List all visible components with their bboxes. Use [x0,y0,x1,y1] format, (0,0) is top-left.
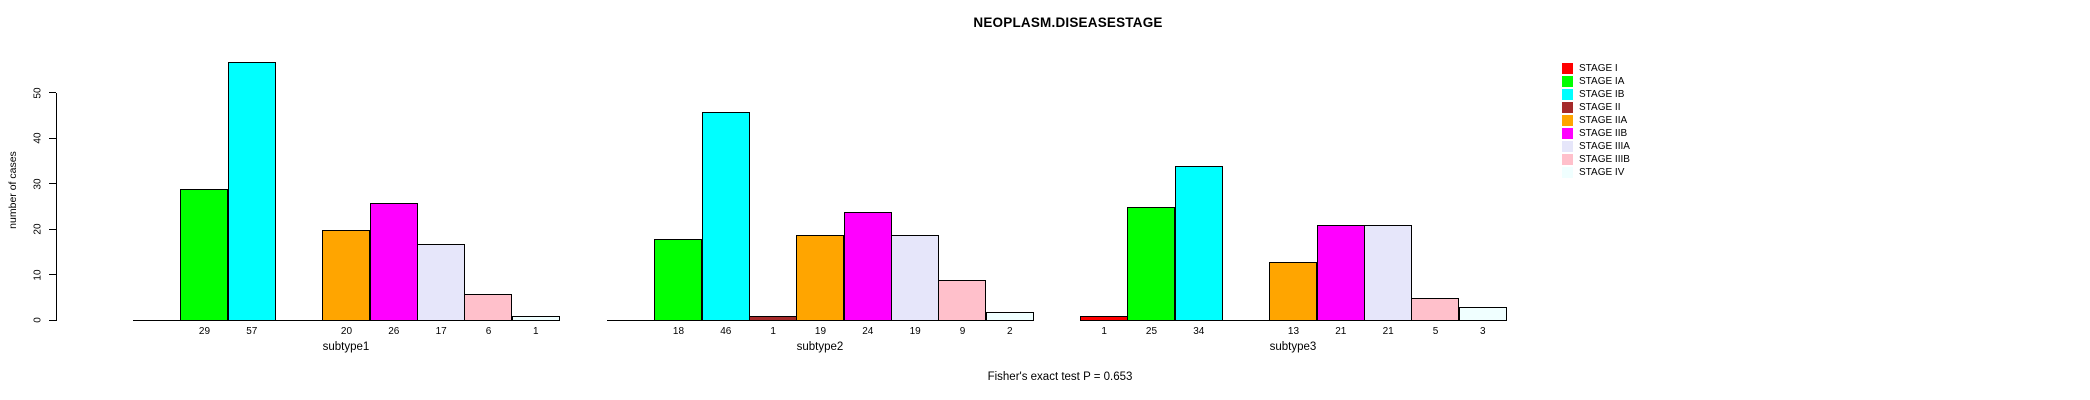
bar-value-label: 57 [246,326,258,337]
chart-title: NEOPLASM.DISEASESTAGE [973,15,1163,30]
bar [749,316,797,321]
bar [1459,307,1507,321]
bar-value-label: 17 [435,326,447,337]
legend-row: STAGE II [1562,101,1630,114]
bar-value-label: 6 [485,326,492,337]
legend-row: STAGE IV [1562,166,1630,179]
bar-value-label: 5 [1432,326,1439,337]
legend-swatch [1562,154,1573,165]
y-tick-mark [49,228,56,230]
bar [464,294,512,321]
y-tick-label: 50 [32,86,44,99]
bar [512,316,560,321]
legend-label: STAGE IA [1579,76,1625,87]
legend-swatch [1562,63,1573,74]
bar [986,312,1034,321]
legend-label: STAGE I [1579,63,1618,74]
y-tick-mark [49,274,56,275]
y-tick-label: 10 [32,268,44,281]
legend: STAGE I STAGE IA STAGE IB STAGE II STAGE IIA… [1562,62,1630,179]
bar-value-label: 2 [1007,326,1013,337]
bar [844,212,892,321]
y-tick-mark [49,183,56,184]
legend-label: STAGE II [1579,102,1621,113]
legend-label: STAGE IIB [1579,128,1628,139]
bar [654,239,702,321]
bar [228,62,276,321]
legend-swatch [1562,128,1573,139]
bar-value-label: 21 [1335,326,1347,337]
bar [180,189,228,321]
legend-label: STAGE IB [1579,89,1625,100]
legend-swatch [1562,89,1573,100]
legend-label: STAGE IIIA [1579,141,1630,152]
legend-swatch [1562,102,1573,113]
y-axis-label: number of cases [7,151,19,229]
y-tick-label: 20 [32,223,44,235]
bar [796,235,844,321]
bar-value-label: 19 [814,326,827,337]
bar-value-label: 29 [198,326,211,337]
legend-row: STAGE IA [1562,75,1630,88]
bar [1269,262,1317,321]
legend-row: STAGE IIA [1562,114,1630,127]
bar-value-label: 20 [340,326,353,337]
legend-swatch [1562,167,1573,178]
y-tick-mark [49,319,56,321]
bar-value-label: 34 [1193,326,1205,337]
bar-value-label: 19 [909,326,921,337]
group-label: subtype2 [796,341,844,353]
bar-value-label: 9 [959,326,966,337]
bar-value-label: 1 [770,326,776,337]
bar-value-label: 1 [533,326,539,337]
bar [1317,225,1365,321]
y-tick-label: 0 [32,317,44,323]
footnote: Fisher's exact test P = 0.653 [987,371,1133,383]
legend-swatch [1562,115,1573,126]
legend-label: STAGE IIIB [1579,154,1630,165]
bar [417,244,465,321]
bar [938,280,986,321]
bar [322,230,370,321]
group-label: subtype1 [322,341,370,353]
bar-value-label: 24 [862,326,874,337]
bar-value-label: 13 [1287,326,1300,337]
legend-row: STAGE IIIB [1562,153,1630,166]
y-tick-label: 30 [32,177,44,190]
bar-value-label: 25 [1145,326,1158,337]
bar [370,203,418,321]
bar [1364,225,1412,321]
bar [702,112,750,321]
legend-label: STAGE IV [1579,167,1625,178]
bar [1411,298,1459,321]
bar-value-label: 18 [672,326,685,337]
legend-row: STAGE IIB [1562,127,1630,140]
bar [1127,207,1175,321]
bar [891,235,939,321]
bar-value-label: 46 [720,326,732,337]
bar-value-label: 1 [1101,326,1107,337]
bar-value-label: 3 [1480,326,1486,337]
legend-row: STAGE IIIA [1562,140,1630,153]
y-tick-mark [49,137,56,139]
legend-row: STAGE IB [1562,88,1630,101]
group-label: subtype3 [1269,341,1317,353]
legend-label: STAGE IIA [1579,115,1628,126]
bar-value-label: 26 [388,326,400,337]
bar [1175,166,1223,321]
y-tick-label: 40 [32,132,44,144]
legend-swatch [1562,141,1573,152]
y-axis-line [56,92,57,321]
bar [1080,316,1128,321]
bar-value-label: 21 [1382,326,1394,337]
legend-swatch [1562,76,1573,87]
y-tick-mark [49,92,56,93]
legend-row: STAGE I [1562,62,1630,75]
